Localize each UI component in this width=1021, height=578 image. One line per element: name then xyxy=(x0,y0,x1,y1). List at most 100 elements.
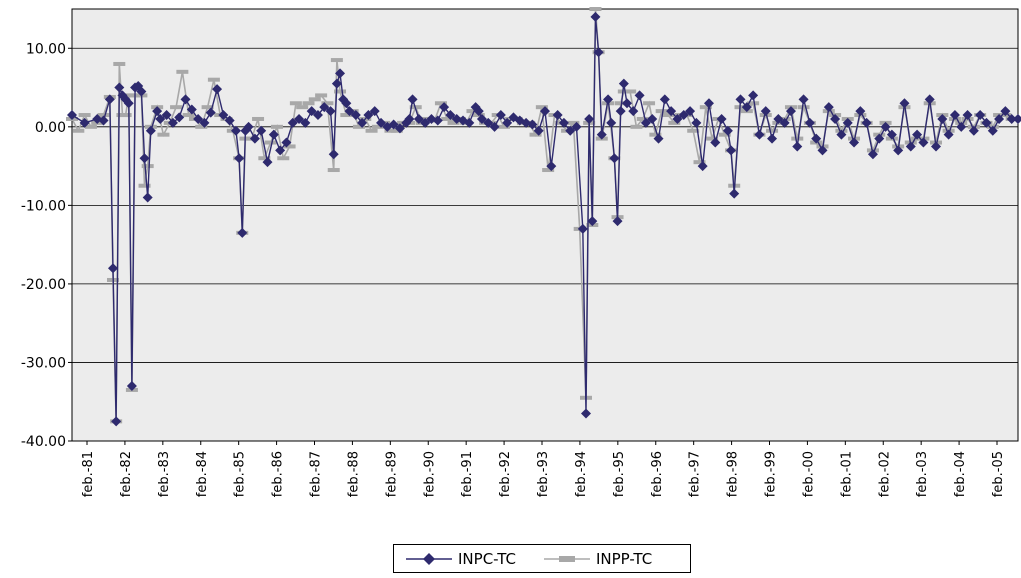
data-point-inpp xyxy=(72,128,85,133)
data-point-inpc xyxy=(577,223,588,234)
data-point-inpp xyxy=(340,113,353,118)
data-point-inpc xyxy=(571,121,582,132)
data-point-inpc xyxy=(603,94,614,105)
plot-area xyxy=(71,8,1019,442)
data-point-inpc xyxy=(328,149,339,160)
data-point-inpc xyxy=(161,110,172,121)
x-tick-label: feb.-88 xyxy=(346,451,361,497)
chart-legend: INPC-TC INPP-TC xyxy=(393,544,691,573)
data-point-inpc xyxy=(618,78,629,89)
data-point-inpc xyxy=(975,110,986,121)
data-point-inpc xyxy=(552,110,563,121)
x-tick-label: feb.-93 xyxy=(536,451,551,497)
data-point-inpc xyxy=(722,125,733,136)
data-point-inpc xyxy=(943,129,954,140)
data-point-inpc xyxy=(558,117,569,128)
data-point-inpp xyxy=(264,140,277,145)
data-point-inpp xyxy=(119,113,132,118)
data-point-inpc xyxy=(741,102,752,113)
data-point-inpc xyxy=(205,107,216,118)
data-point-inpc xyxy=(811,133,822,144)
data-point-inpc xyxy=(139,153,150,164)
data-point-inpp xyxy=(614,101,627,106)
data-point-inpp xyxy=(630,124,643,129)
data-point-inpc xyxy=(615,106,626,117)
data-point-inpc xyxy=(256,125,267,136)
data-point-inpc xyxy=(111,416,122,427)
data-point-inpc xyxy=(842,117,853,128)
x-tick-label: feb.-86 xyxy=(271,451,286,497)
data-point-inpp xyxy=(390,128,403,133)
data-point-inpp xyxy=(643,101,656,106)
data-point-inpp xyxy=(157,132,170,137)
x-tick-label: feb.-95 xyxy=(612,451,627,497)
data-point-inpp xyxy=(668,120,681,125)
y-tick-label: -20.00 xyxy=(21,277,66,293)
data-point-inpc xyxy=(779,117,790,128)
data-point-inpc xyxy=(685,106,696,117)
data-point-inpc xyxy=(987,125,998,136)
data-point-inpp xyxy=(498,124,511,129)
data-point-inpc xyxy=(621,98,632,109)
data-point-inpc xyxy=(126,381,137,392)
x-tick-label: feb.-03 xyxy=(915,451,930,497)
data-point-inpc xyxy=(363,110,374,121)
data-point-inpc xyxy=(861,117,872,128)
data-point-inpc xyxy=(350,110,361,121)
data-point-inpc xyxy=(404,113,415,124)
data-point-inpp xyxy=(661,113,674,118)
data-point-inpp xyxy=(542,168,555,173)
data-point-inpc xyxy=(180,94,191,105)
data-point-inpc xyxy=(735,94,746,105)
data-point-inpc xyxy=(785,106,796,117)
data-point-inpc xyxy=(647,113,658,124)
data-point-inpp xyxy=(589,7,602,11)
data-point-inpc xyxy=(1000,106,1011,117)
x-tick-label: feb.-04 xyxy=(953,451,968,497)
legend-item-inpp: INPP-TC xyxy=(542,550,652,568)
data-point-inpc xyxy=(145,125,156,136)
data-point-inpc xyxy=(678,110,689,121)
data-point-inpc xyxy=(167,117,178,128)
data-point-inpc xyxy=(968,125,979,136)
y-tick-label: 0.00 xyxy=(35,120,66,136)
data-point-inpp xyxy=(201,105,214,110)
data-point-inpc xyxy=(325,106,336,117)
x-tick-label: feb.-05 xyxy=(991,451,1006,497)
data-point-inpc xyxy=(432,115,443,126)
data-point-inpp xyxy=(529,132,542,137)
data-point-inpp xyxy=(170,105,183,110)
data-point-inpp xyxy=(252,116,265,121)
x-tick-label: feb.-94 xyxy=(574,451,589,497)
data-point-inpp xyxy=(176,69,189,74)
data-point-inpc xyxy=(533,125,544,136)
data-point-inpc xyxy=(152,106,163,117)
data-point-inpc xyxy=(546,161,557,172)
data-point-inpc xyxy=(1006,113,1017,124)
data-point-inpp xyxy=(97,113,110,118)
data-point-inpp xyxy=(441,116,454,121)
x-tick-label: feb.-02 xyxy=(877,451,892,497)
data-point-inpc xyxy=(880,121,891,132)
data-point-inpp xyxy=(718,132,731,137)
x-tick-label: feb.-99 xyxy=(764,451,779,497)
data-point-inpc xyxy=(79,117,90,128)
data-point-inpp xyxy=(141,164,154,169)
data-point-inpc xyxy=(473,106,484,117)
data-point-inpp xyxy=(617,89,630,94)
data-point-inpc xyxy=(268,129,279,140)
data-point-inpp xyxy=(302,101,315,106)
data-point-inpp xyxy=(352,124,365,129)
data-point-inpc xyxy=(855,106,866,117)
data-point-inpc xyxy=(729,188,740,199)
data-point-inpc xyxy=(243,121,254,132)
data-point-inpc xyxy=(394,123,405,134)
data-point-inpc xyxy=(120,94,131,105)
data-point-inpc xyxy=(224,115,235,126)
y-tick-label: 10.00 xyxy=(26,41,66,57)
data-point-inpc xyxy=(565,125,576,136)
data-point-inpc xyxy=(653,133,664,144)
data-point-inpc xyxy=(905,141,916,152)
data-point-inpc xyxy=(836,129,847,140)
data-point-inpc xyxy=(344,106,355,117)
